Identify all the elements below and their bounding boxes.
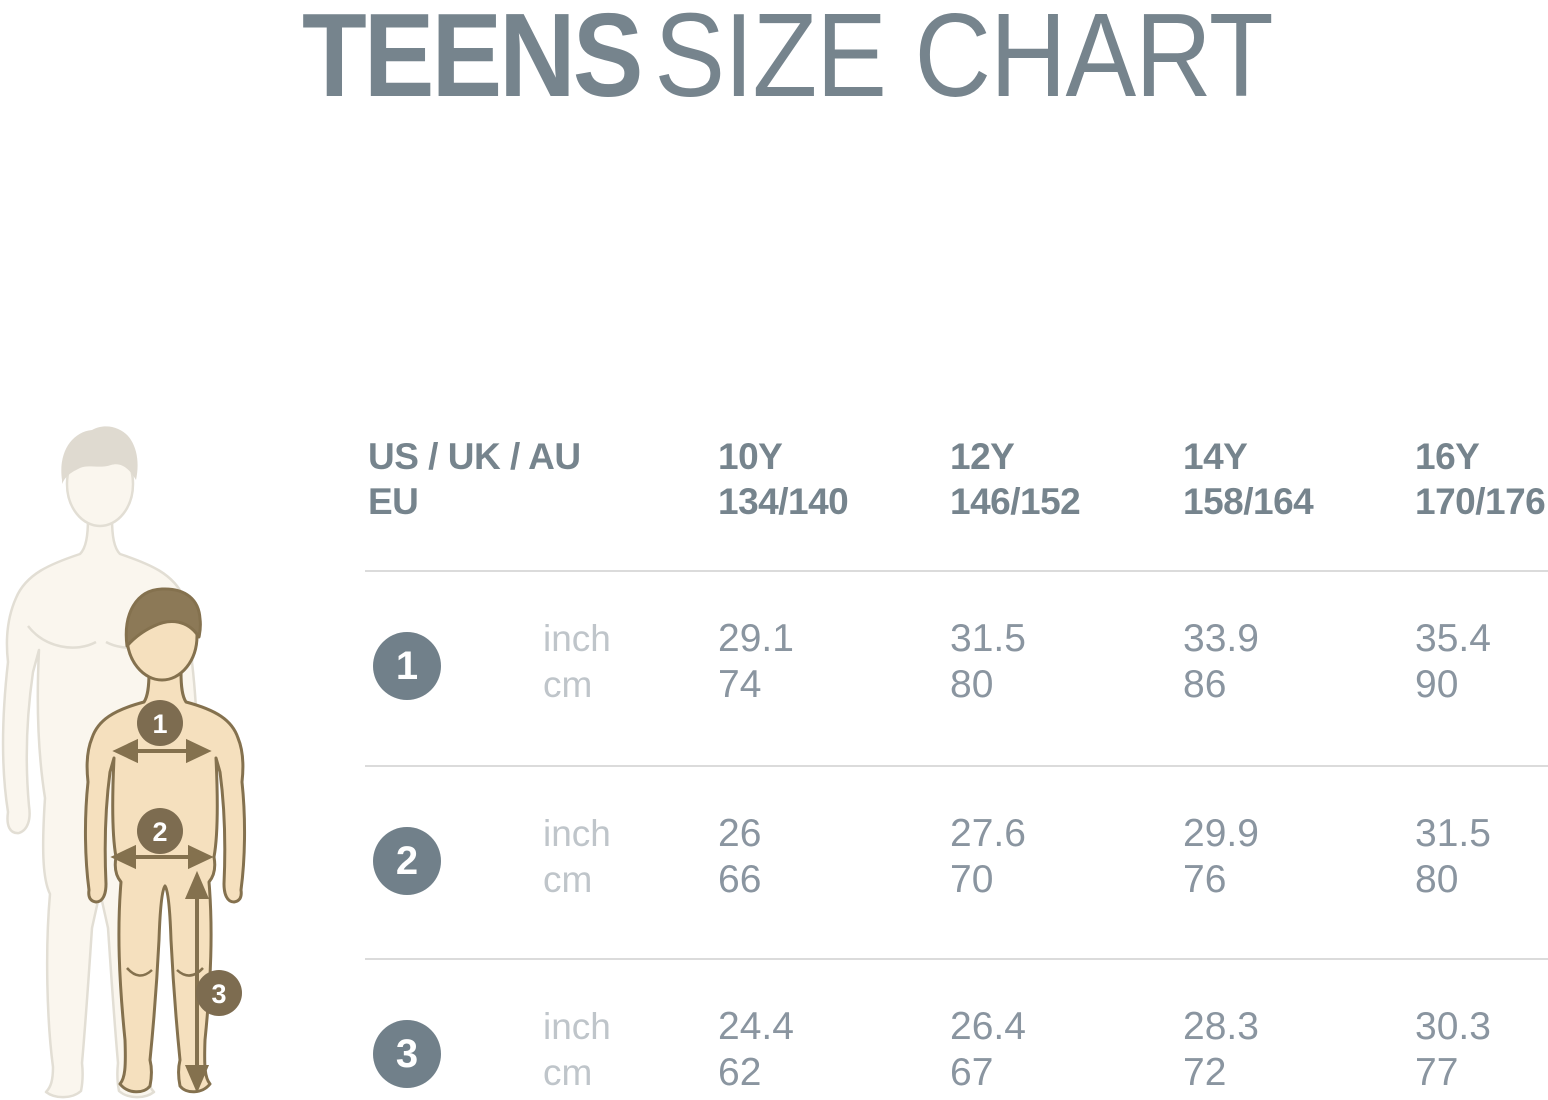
header-size-14y: 14Y 158/164: [1183, 434, 1314, 524]
value-cm: 67: [950, 1051, 994, 1094]
waist-arrow-right-head: [188, 844, 214, 870]
value-cm: 80: [950, 663, 994, 706]
header-age-14y: 14Y: [1183, 436, 1248, 477]
value-cm: 62: [718, 1051, 762, 1094]
value-cm: 66: [718, 858, 762, 901]
unit-cm-label: cm: [543, 1052, 593, 1093]
table-row-2: 2 inch cm 26 66 27.6 70 29.9 76 31.5 80: [365, 765, 1548, 958]
chest-arrow-right-head: [186, 738, 212, 764]
value-cm: 76: [1183, 858, 1227, 901]
chest-arrow-left-head: [112, 738, 138, 764]
header-region-line1: US / UK / AU: [368, 436, 581, 477]
row-3-col-12y: 26.4 67: [950, 1004, 1026, 1096]
unit-cm-label: cm: [543, 664, 593, 705]
value-inch: 30.3: [1415, 1005, 1491, 1048]
value-inch: 28.3: [1183, 1005, 1259, 1048]
unit-inch-label: inch: [543, 618, 611, 659]
size-table-header: US / UK / AU EU 10Y 134/140 12Y 146/152 …: [365, 420, 1548, 570]
body-measurement-figure: 1 2 3: [1, 426, 247, 1099]
page-title: TEENS SIZE CHART: [302, 0, 1274, 153]
value-inch: 31.5: [950, 617, 1026, 660]
value-inch: 26.4: [950, 1005, 1026, 1048]
row-2-col-10y: 26 66: [718, 811, 761, 903]
row-3-col-16y: 30.3 77: [1415, 1004, 1491, 1096]
row-3-col-14y: 28.3 72: [1183, 1004, 1259, 1096]
value-inch: 33.9: [1183, 617, 1259, 660]
value-inch: 35.4: [1415, 617, 1491, 660]
value-cm: 72: [1183, 1051, 1227, 1094]
value-inch: 26: [718, 812, 762, 855]
value-inch: 29.9: [1183, 812, 1259, 855]
title-words-size-chart: SIZE CHART: [654, 0, 1273, 122]
value-cm: 90: [1415, 663, 1459, 706]
row-1-units: inch cm: [543, 616, 611, 708]
row-2-col-12y: 27.6 70: [950, 811, 1026, 903]
row-1-col-12y: 31.5 80: [950, 616, 1026, 708]
figure-badge-3-label: 3: [211, 979, 226, 1009]
value-inch: 27.6: [950, 812, 1026, 855]
value-cm: 77: [1415, 1051, 1459, 1094]
figure-badge-1: [137, 700, 183, 746]
row-1-col-16y: 35.4 90: [1415, 616, 1491, 708]
size-table: US / UK / AU EU 10Y 134/140 12Y 146/152 …: [365, 420, 1548, 1100]
figure-badges: 1 2 3: [137, 700, 242, 1016]
leg-arrow-top-head: [184, 870, 210, 899]
row-3-badge: 3: [373, 1020, 441, 1088]
adult-hair: [61, 426, 138, 484]
leg-arrow-bottom-head: [184, 1065, 210, 1094]
header-eu-10y: 134/140: [718, 481, 849, 522]
figure-badge-3: [196, 970, 242, 1016]
table-row-1: 1 inch cm 29.1 74 31.5 80 33.9 86 35.4 9…: [365, 570, 1548, 765]
header-eu-12y: 146/152: [950, 481, 1081, 522]
header-age-16y: 16Y: [1415, 436, 1480, 477]
row-3-col-10y: 24.4 62: [718, 1004, 794, 1096]
value-cm: 70: [950, 858, 994, 901]
row-2-col-16y: 31.5 80: [1415, 811, 1491, 903]
row-3-units: inch cm: [543, 1004, 611, 1096]
unit-inch-label: inch: [543, 813, 611, 854]
header-age-12y: 12Y: [950, 436, 1015, 477]
value-cm: 86: [1183, 663, 1227, 706]
header-age-10y: 10Y: [718, 436, 783, 477]
unit-cm-label: cm: [543, 859, 593, 900]
header-eu-14y: 158/164: [1183, 481, 1314, 522]
table-row-3: 3 inch cm 24.4 62 26.4 67 28.3 72 30.3 7…: [365, 958, 1548, 1100]
teen-knee-contours: [126, 967, 204, 977]
header-region: US / UK / AU EU: [368, 434, 581, 524]
value-cm: 80: [1415, 858, 1459, 901]
unit-inch-label: inch: [543, 1006, 611, 1047]
header-size-10y: 10Y 134/140: [718, 434, 849, 524]
figure-badge-2: [137, 808, 183, 854]
figure-badge-1-label: 1: [152, 709, 167, 739]
row-2-col-14y: 29.9 76: [1183, 811, 1259, 903]
teen-hair: [124, 587, 202, 648]
value-cm: 74: [718, 663, 762, 706]
figure-badge-2-label: 2: [152, 817, 167, 847]
value-inch: 31.5: [1415, 812, 1491, 855]
row-1-col-14y: 33.9 86: [1183, 616, 1259, 708]
header-eu-16y: 170/176: [1415, 481, 1546, 522]
header-region-line2: EU: [368, 481, 419, 522]
row-1-col-10y: 29.1 74: [718, 616, 794, 708]
value-inch: 29.1: [718, 617, 794, 660]
title-word-teens: TEENS: [302, 0, 643, 122]
row-2-units: inch cm: [543, 811, 611, 903]
header-size-12y: 12Y 146/152: [950, 434, 1081, 524]
row-2-badge: 2: [373, 827, 441, 895]
value-inch: 24.4: [718, 1005, 794, 1048]
measurement-arrows: [110, 738, 214, 1094]
header-size-16y: 16Y 170/176: [1415, 434, 1546, 524]
waist-arrow-left-head: [110, 844, 136, 870]
row-1-badge: 1: [373, 632, 441, 700]
